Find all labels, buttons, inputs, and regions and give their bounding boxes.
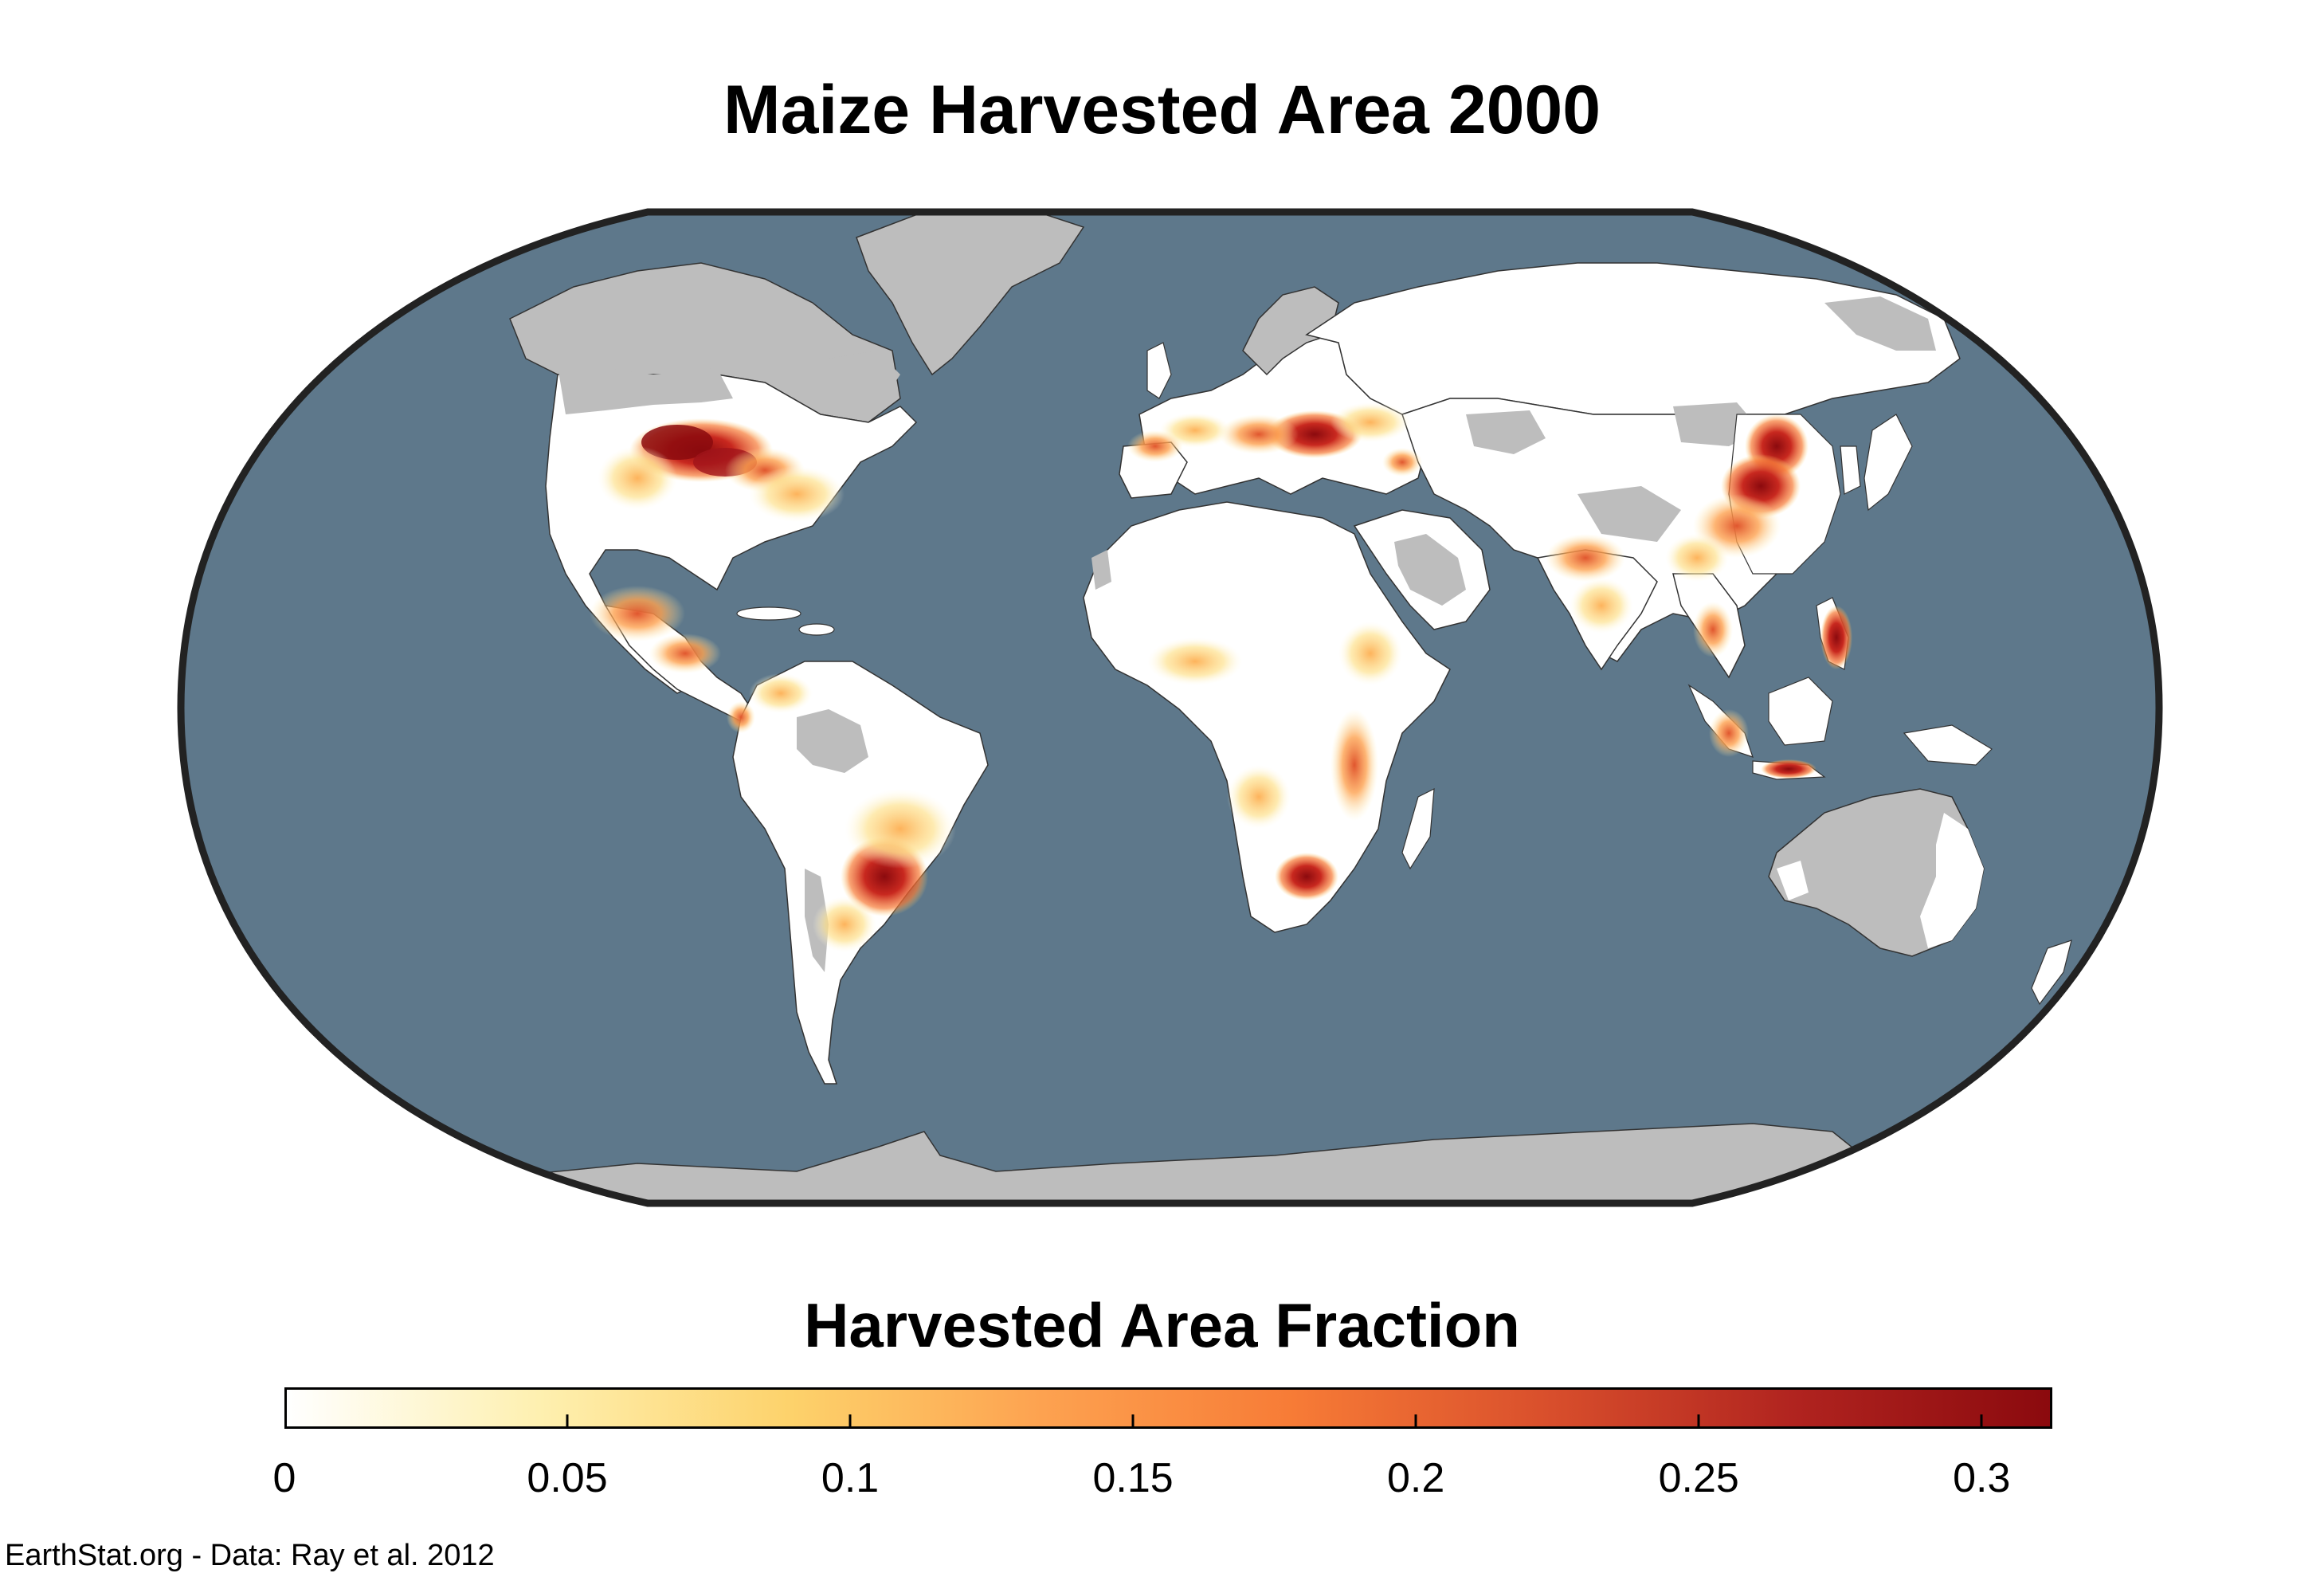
new-guinea (1903, 724, 1993, 766)
colorbar-tick-label: 0.25 (1658, 1455, 1739, 1501)
greenland (856, 212, 1085, 376)
australia-east-cropland (1920, 813, 1984, 948)
colorbar-tick-label: 0.3 (1953, 1455, 2011, 1501)
maize-hotspots (590, 402, 1852, 952)
map-frame (177, 208, 2163, 1207)
colorbar-tick-mark (1131, 1414, 1135, 1429)
hotspot-mexico (590, 586, 685, 641)
amazon-no-data (797, 709, 868, 773)
legend-title: Harvested Area Fraction (804, 1290, 1520, 1360)
arabia-no-data (1394, 534, 1466, 606)
colorbar-tick-label: 0.1 (821, 1455, 880, 1501)
tibet-no-data (1577, 486, 1681, 542)
canada-quebec-no-data (829, 351, 900, 402)
hotspot-nigeria (1147, 637, 1243, 685)
colorbar-tick-label: 0.2 (1387, 1455, 1445, 1501)
hispaniola (798, 623, 835, 636)
hotspot-philippines (1820, 606, 1852, 669)
data-credit: EarthStat.org - Data: Ray et al. 2012 (5, 1539, 495, 1572)
korea (1840, 445, 1861, 495)
madagascar (1401, 787, 1435, 870)
colorbar-tick-label: 0.05 (527, 1455, 608, 1501)
hotspot-java (1761, 759, 1816, 779)
sahara-west-no-data (1091, 550, 1111, 590)
kazakhstan-no-data (1466, 410, 1546, 454)
australia-sw-cropland (1777, 861, 1809, 900)
antarctica (396, 1123, 1913, 1203)
colorbar-tick-label: 0 (272, 1455, 296, 1501)
colorbar-tick-mark (1980, 1414, 1983, 1429)
japan (1864, 414, 1913, 512)
africa (1083, 501, 1451, 933)
hotspot-india (1546, 534, 1625, 582)
colorbar-tick-mark (848, 1414, 852, 1429)
us-north-no-data (558, 367, 733, 414)
hotspot-east-africa (1331, 709, 1378, 821)
hotspot-argentina (813, 896, 876, 952)
map-title: Maize Harvested Area 2000 (723, 72, 1601, 148)
colorbar-tick-mark (1697, 1414, 1700, 1429)
cuba (736, 606, 801, 621)
colorbar-tick-label: 0.15 (1092, 1455, 1174, 1501)
borneo (1768, 677, 1833, 746)
siberia-no-data (1824, 296, 1936, 351)
hotspot-south-africa (1275, 853, 1338, 900)
great-britain (1146, 342, 1172, 399)
colorbar (284, 1387, 2052, 1429)
new-zealand (2031, 940, 2072, 1006)
colorbar-tick-mark (1414, 1414, 1417, 1429)
colorbar-tick-mark (566, 1414, 569, 1429)
